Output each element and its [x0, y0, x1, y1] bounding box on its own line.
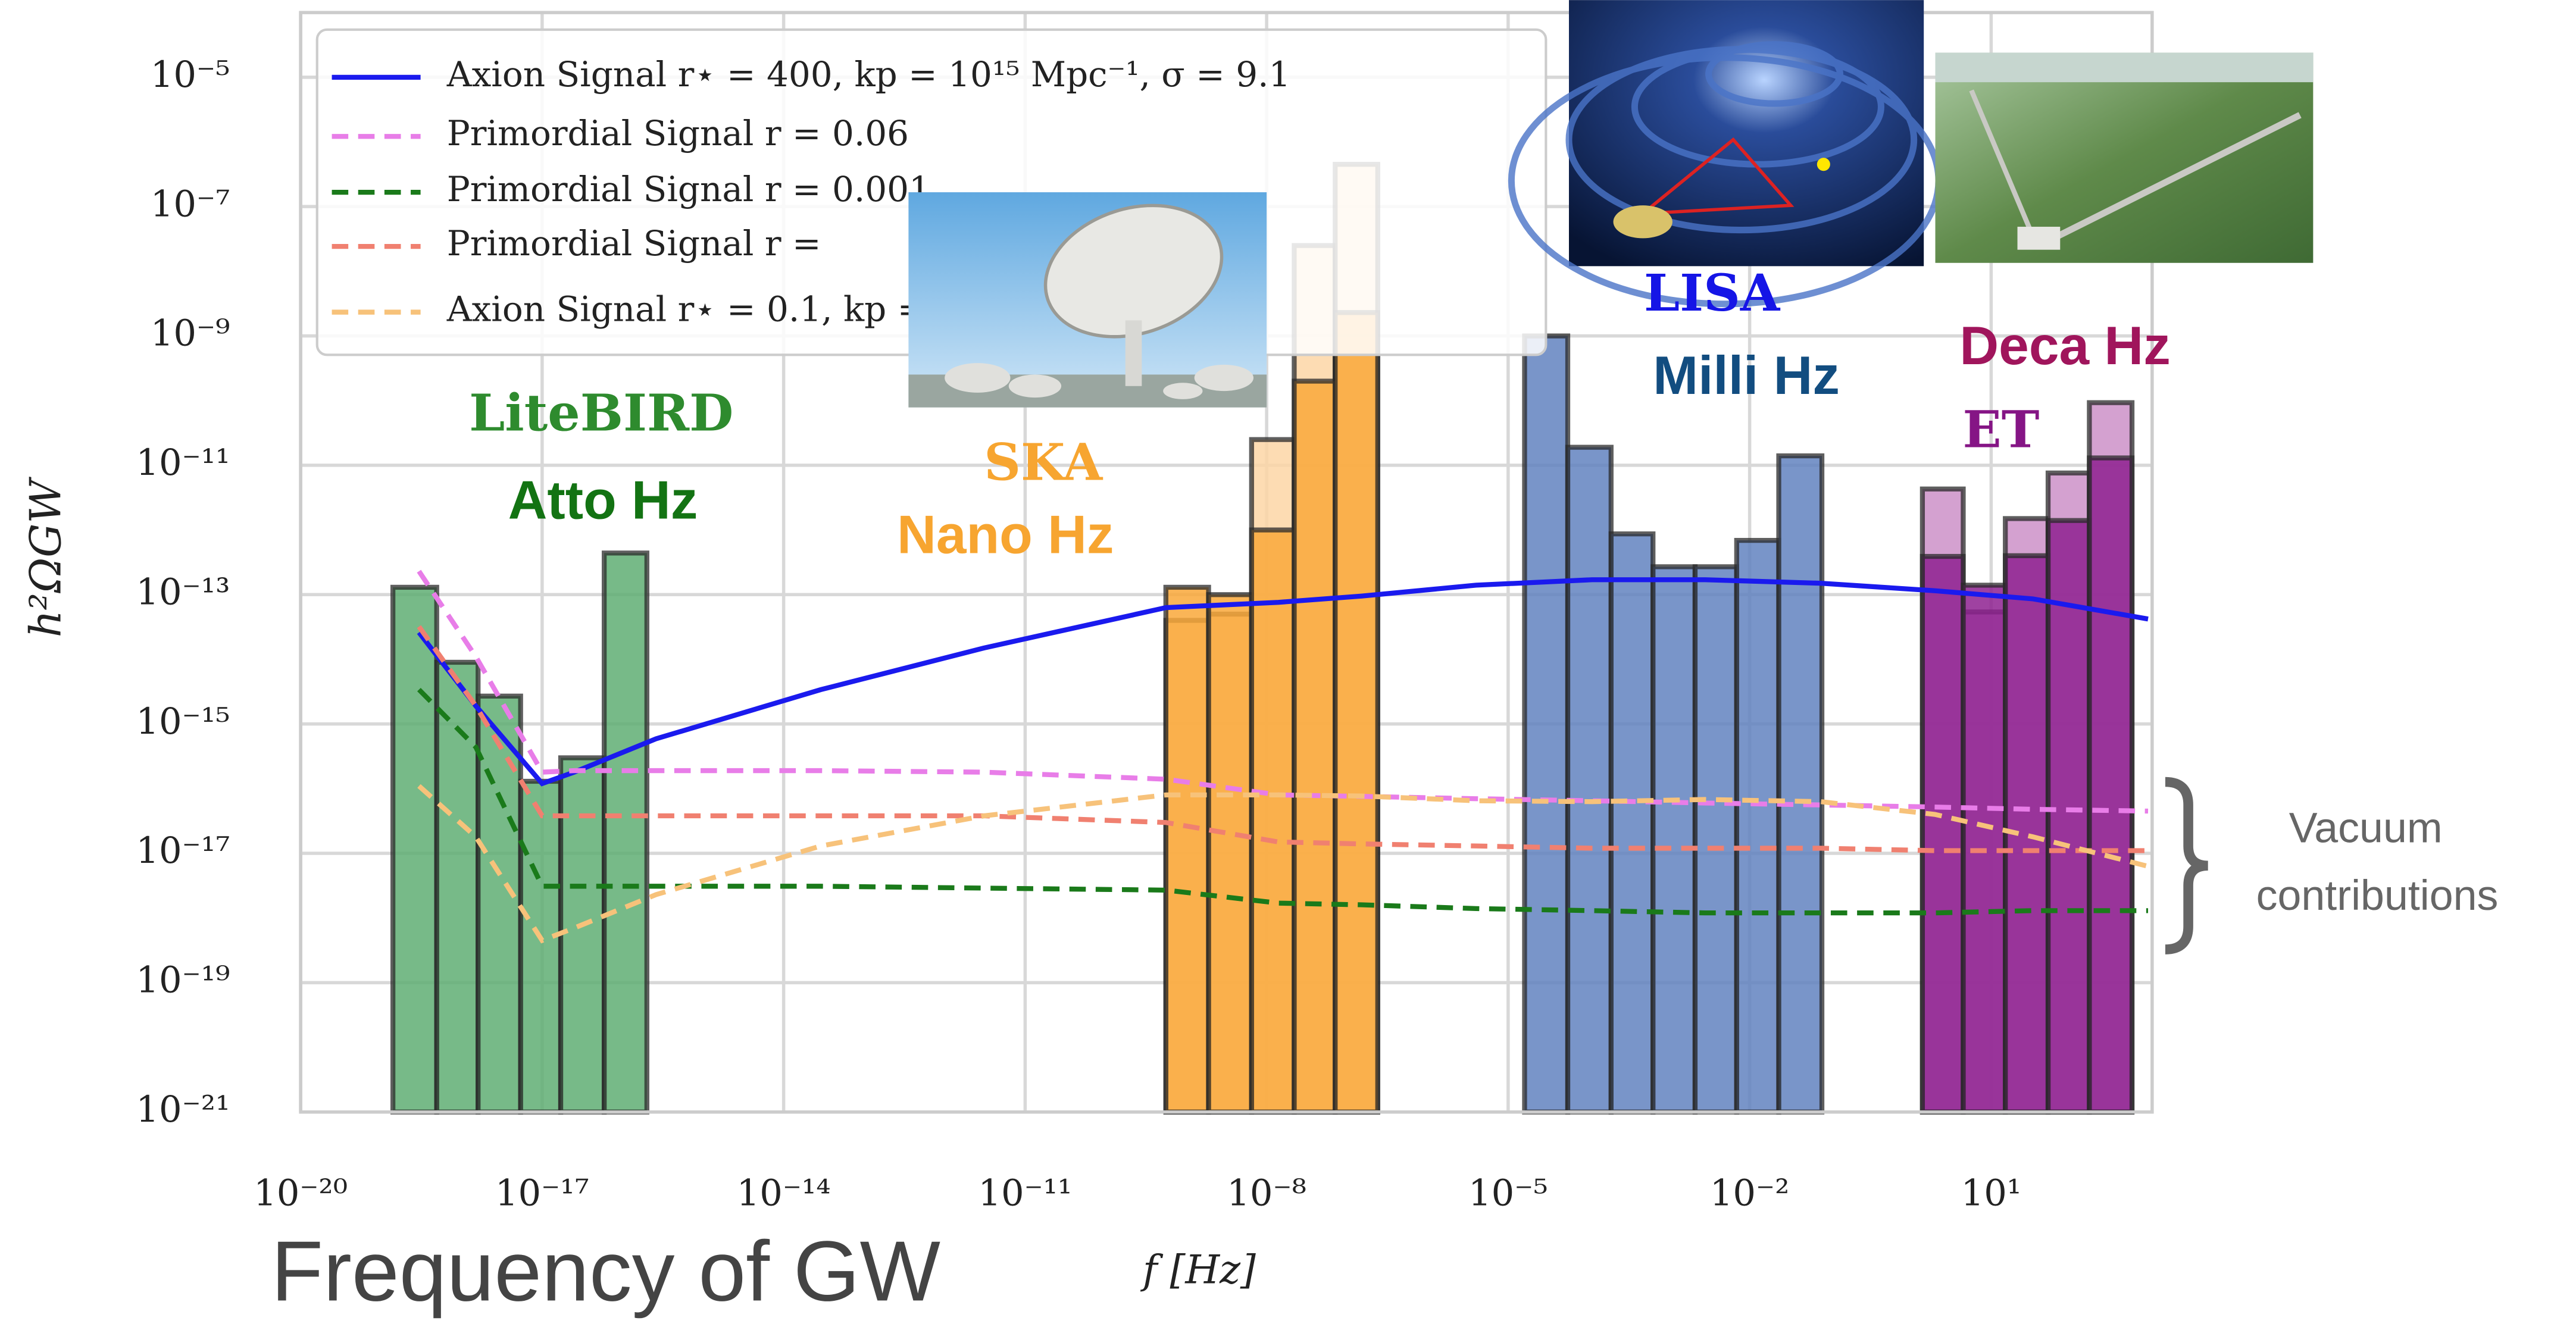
annotation: SKA [984, 433, 1103, 493]
x-tick-label: 10¹ [1961, 1173, 2022, 1215]
y-tick-label: 10⁻²¹ [136, 1089, 230, 1131]
bar [1653, 566, 1695, 1112]
bar [1737, 540, 1779, 1112]
y-axis-label: h²ΩGW [20, 477, 70, 638]
bar [1611, 534, 1653, 1112]
bar [1568, 447, 1611, 1112]
legend-label: Primordial Signal r = 0.06 [447, 113, 909, 154]
bar [393, 587, 437, 1112]
y-tick-label: 10⁻⁵ [151, 54, 230, 96]
bar [561, 758, 604, 1112]
legend-label: Primordial Signal r = [447, 223, 821, 264]
y-tick-label: 10⁻¹¹ [136, 442, 230, 484]
bar [1524, 336, 1568, 1112]
photo-ligo [1936, 52, 2314, 262]
annotation: Atto Hz [508, 471, 698, 531]
annotation: Nano Hz [897, 505, 1114, 565]
x-axis-label: f [Hz] [1140, 1247, 1256, 1292]
annotation: Deca Hz [1959, 316, 2170, 376]
y-tick-label: 10⁻⁹ [151, 313, 230, 355]
x-tick-label: 10⁻⁸ [1227, 1173, 1306, 1215]
bar [1335, 312, 1378, 1112]
photo-ska [908, 184, 1267, 408]
bar [604, 553, 647, 1112]
bar [1209, 594, 1252, 1112]
y-tick-label: 10⁻¹⁵ [136, 701, 230, 743]
y-tick-label: 10⁻⁷ [151, 183, 230, 225]
annotation: LiteBIRD [469, 384, 733, 443]
bar [1695, 566, 1737, 1112]
legend-label: Primordial Signal r = 0.001 [447, 169, 931, 209]
x-tick-label: 10⁻² [1710, 1173, 1790, 1215]
annotation: Frequency of GW [271, 1223, 940, 1319]
page: {"chart_data": { "type": "line", "xlabel… [0, 0, 2576, 1324]
annotation: ET [1962, 400, 2039, 459]
bar [521, 781, 561, 1112]
bar [2089, 458, 2132, 1112]
bar [1294, 381, 1335, 1112]
x-tick-label: 10⁻²⁰ [254, 1173, 348, 1215]
y-tick-label: 10⁻¹⁷ [136, 830, 230, 872]
annotation: Milli Hz [1653, 346, 1840, 406]
bar [1252, 530, 1295, 1112]
x-tick-label: 10⁻¹⁴ [737, 1173, 831, 1215]
brace [2165, 782, 2208, 950]
bar [1922, 556, 1964, 1112]
annotation: Vacuum [2289, 805, 2443, 852]
bar [478, 696, 520, 1112]
annotation: LISA [1644, 264, 1781, 323]
legend-label: Axion Signal r⋆ = 400, kp = 10¹⁵ Mpc⁻¹, … [446, 54, 1291, 95]
x-tick-label: 10⁻¹⁷ [495, 1173, 589, 1215]
y-tick-label: 10⁻¹³ [136, 571, 230, 613]
bar [1166, 587, 1209, 1112]
x-tick-label: 10⁻⁵ [1468, 1173, 1548, 1215]
bar [1779, 456, 1822, 1112]
annotation: contributions [2256, 872, 2499, 919]
photo-lisa [1511, 0, 1939, 304]
chart: Axion Signal r⋆ = 400, kp = 10¹⁵ Mpc⁻¹, … [0, 0, 2576, 1324]
y-tick-label: 10⁻¹⁹ [136, 960, 230, 1001]
x-tick-label: 10⁻¹¹ [978, 1173, 1072, 1215]
